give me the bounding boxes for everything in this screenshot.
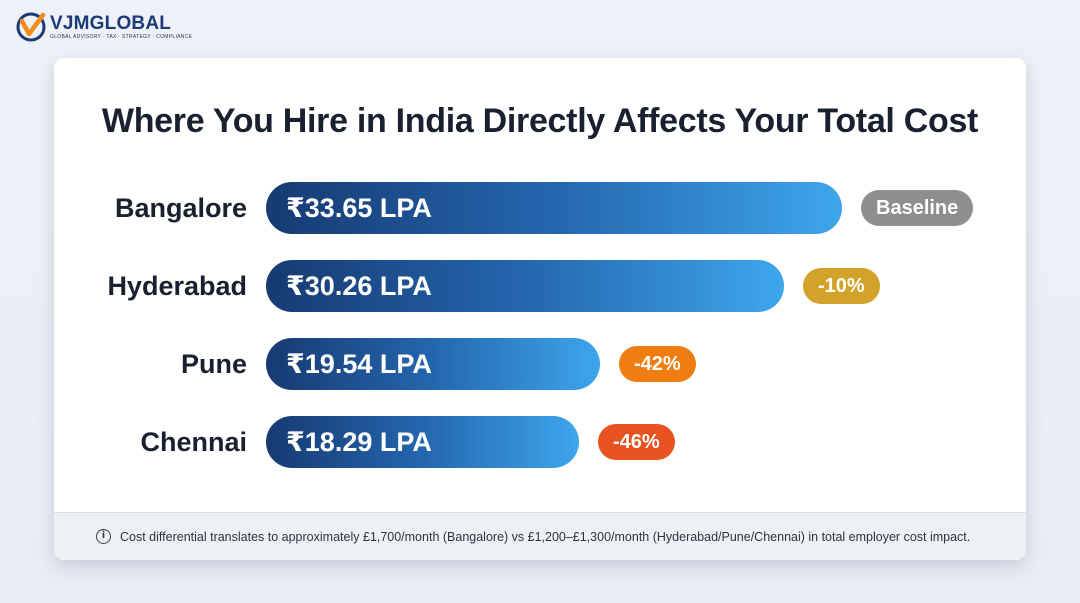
bar: ₹19.54 LPA (266, 338, 600, 390)
chart-row-bangalore: Bangalore ₹33.65 LPA Baseline (54, 182, 1026, 234)
checkmark-logo-icon (16, 12, 46, 42)
chart-row-pune: Pune ₹19.54 LPA -42% (54, 338, 1026, 390)
category-label: Bangalore (114, 193, 247, 223)
chart-row-chennai: Chennai ₹18.29 LPA -46% (54, 416, 1026, 468)
change-badge: -46% (598, 424, 675, 460)
footer-note: i Cost differential translates to approx… (54, 512, 1026, 560)
chart-card: Where You Hire in India Directly Affects… (54, 58, 1026, 560)
info-icon: i (96, 529, 111, 544)
bar-value-label: ₹30.26 LPA (286, 271, 432, 301)
brand-tagline: GLOBAL ADVISORY · TAX · STRATEGY · COMPL… (50, 34, 193, 40)
bar-value-label: ₹33.65 LPA (286, 193, 432, 223)
bar: ₹30.26 LPA (266, 260, 784, 312)
footer-note-text: Cost differential translates to approxim… (120, 529, 971, 544)
change-badge: -42% (619, 346, 696, 382)
bar: ₹18.29 LPA (266, 416, 579, 468)
brand-logo: VJMGLOBAL GLOBAL ADVISORY · TAX · STRATE… (16, 12, 192, 42)
category-label: Chennai (140, 427, 247, 457)
brand-name: VJMGLOBAL (50, 13, 172, 34)
chart-row-hyderabad: Hyderabad ₹30.26 LPA -10% (54, 260, 1026, 312)
category-label: Hyderabad (107, 271, 247, 301)
bar-value-label: ₹18.29 LPA (286, 427, 432, 457)
category-label: Pune (180, 349, 247, 379)
change-badge: -10% (803, 268, 880, 304)
bar-value-label: ₹19.54 LPA (286, 349, 432, 379)
change-badge: Baseline (861, 190, 974, 226)
bar: ₹33.65 LPA (266, 182, 842, 234)
chart-title: Where You Hire in India Directly Affects… (101, 102, 979, 140)
